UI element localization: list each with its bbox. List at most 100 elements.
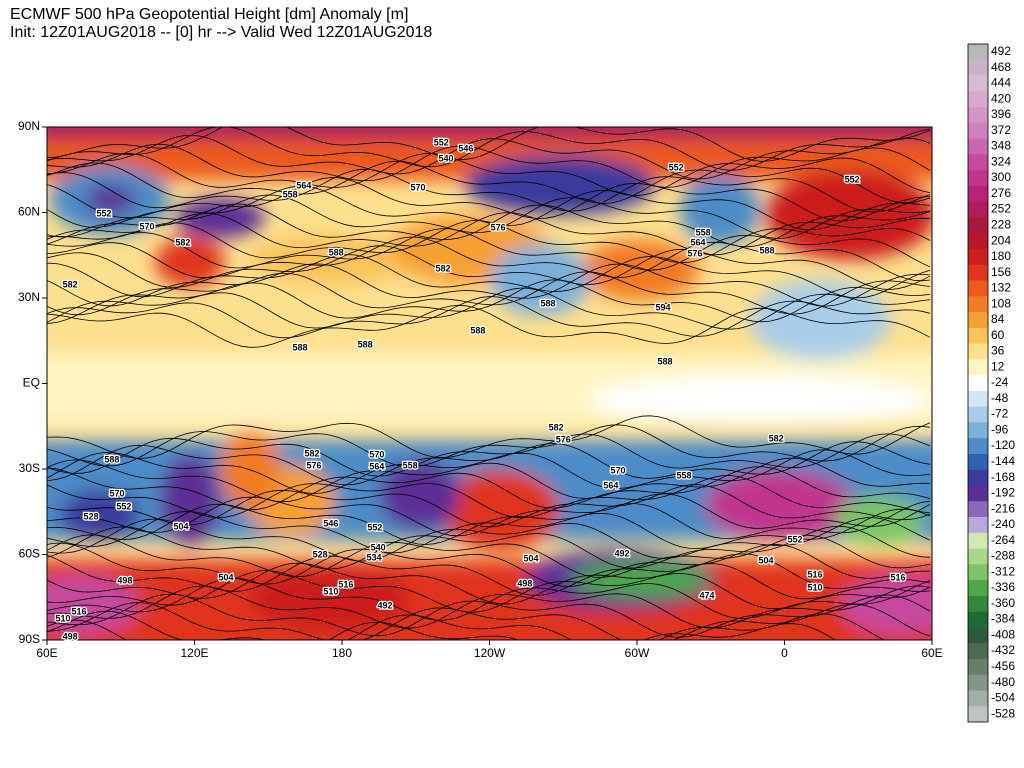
contour-line [47,619,837,640]
colorbar-swatch [968,375,988,392]
contour-line [47,143,931,188]
contour-line [47,493,931,537]
colorbar-label: -384 [991,612,1015,626]
contour-line [47,525,931,570]
contour-label: 540 [371,542,386,552]
x-tick-label: 60E [36,646,57,660]
colorbar-label: 108 [991,296,1011,310]
colorbar-swatch [968,91,988,108]
contour-label: 552 [367,522,382,532]
contour-label: 534 [366,552,381,562]
colorbar-swatch [968,690,988,707]
colorbar-swatch [968,59,988,76]
colorbar-swatch [968,611,988,628]
x-tick-label: 120E [180,646,208,660]
colorbar-label: 324 [991,154,1011,168]
colorbar-swatch [968,658,988,675]
colorbar-label: 444 [991,76,1011,90]
contour-label: 576 [491,222,506,232]
colorbar-label: -264 [991,533,1015,547]
colorbar-swatch [968,312,988,329]
y-tick-label: 60S [19,547,40,561]
contour-label: 552 [669,162,684,172]
contour-label: 582 [63,279,78,289]
colorbar-label: -480 [991,675,1015,689]
contour-label: 588 [658,357,673,367]
colorbar-label: -240 [991,517,1015,531]
colorbar-label: -336 [991,580,1015,594]
x-tick-label: 120W [474,646,506,660]
contour-label: 588 [540,298,555,308]
contour-label: 588 [292,342,307,352]
subtitle: Init: 12Z01AUG2018 -- [0] hr --> Valid W… [10,24,432,41]
colorbar-swatch [968,138,988,155]
contour-label: 504 [524,553,539,563]
colorbar-label: 372 [991,123,1011,137]
contour-label: 516 [71,606,86,616]
contour-label: 516 [807,569,822,579]
colorbar-label: 132 [991,281,1011,295]
colorbar-label: -168 [991,470,1015,484]
contour-line [47,542,930,587]
contour-line [47,593,931,638]
contour-label: 588 [358,339,373,349]
colorbar-label: -432 [991,643,1015,657]
contour-label: 564 [690,237,705,247]
y-tick-label: 90N [18,119,40,133]
contour-line [47,160,931,204]
colorbar-swatch [968,201,988,218]
colorbar-label: -456 [991,659,1015,673]
contour-label: 570 [410,182,425,192]
contour-label: 516 [338,579,353,589]
title: ECMWF 500 hPa Geopotential Height [dm] A… [10,6,408,23]
colorbar-swatch [968,170,988,187]
contour-label: 588 [760,245,775,255]
contour-label: 576 [306,461,321,471]
colorbar-label: 252 [991,202,1011,216]
y-tick-label: 30N [18,290,40,304]
colorbar-swatch [968,532,988,549]
colorbar-swatch [968,422,988,439]
contour-line [47,263,931,307]
contour-label: 492 [614,548,629,558]
contour-line [47,508,931,554]
colorbar-swatch [968,107,988,124]
contour-label: 528 [313,549,328,559]
contour-line [47,570,931,613]
colorbar-swatch [968,327,988,344]
colorbar-swatch [968,264,988,281]
contour-label: 528 [83,512,98,522]
colorbar-label: 180 [991,249,1011,263]
contour-label: 576 [688,248,703,258]
y-tick-label: EQ [23,376,40,390]
colorbar-swatch [968,75,988,92]
contour-label: 504 [759,555,774,565]
colorbar-label: 156 [991,265,1011,279]
y-tick-label: 60N [18,205,40,219]
contour-label: 564 [369,461,384,471]
colorbar-swatch [968,706,988,723]
contour-label: 558 [676,471,691,481]
contour-line [47,424,931,468]
contour-line [47,304,931,348]
contour-label: 510 [807,583,822,593]
colorbar-swatch [968,548,988,565]
contour-label: 582 [175,237,190,247]
contour-label: 552 [845,174,860,184]
colorbar-swatch [968,248,988,266]
contour-line [47,457,931,503]
colorbar-label: -312 [991,564,1015,578]
colorbar-label: -120 [991,438,1015,452]
contour-label: 564 [603,480,618,490]
contour-label: 546 [323,518,338,528]
contour-label: 582 [769,433,784,443]
contour-line [47,279,931,324]
contour-line [47,194,931,239]
colorbar-label: -288 [991,549,1015,563]
colorbar-label: -24 [991,375,1009,389]
colorbar-swatch [968,595,988,612]
contour-line [47,212,931,256]
colorbar-swatch [968,453,988,471]
colorbar-label: -408 [991,627,1015,641]
